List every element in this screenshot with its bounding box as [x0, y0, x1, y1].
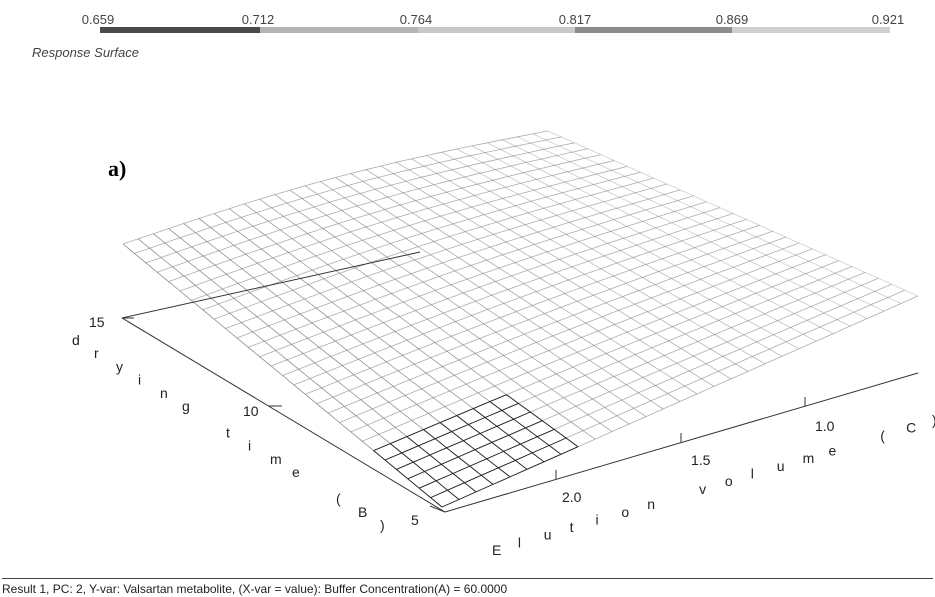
y-axis-title-letter: ) [380, 517, 385, 533]
x-tick-label: 1.0 [815, 418, 835, 434]
y-axis-title-letter: ( [336, 491, 341, 507]
color-legend: 0.659 0.712 0.764 0.817 0.869 0.921 [82, 12, 905, 33]
surface-grid-line [259, 201, 707, 358]
y-axis-title-letter: y [116, 358, 123, 374]
x-axis-title-letter: n [647, 496, 655, 512]
y-axis-title-letter: i [138, 372, 141, 388]
y-axis-title-letter: i [248, 438, 251, 454]
surface-grid-line [547, 130, 919, 297]
surface-grid-line [373, 260, 839, 451]
x-axis-title-letter: o [725, 473, 733, 489]
x-axis-title: El u t i o n v o l u me ( C) [492, 412, 935, 558]
surface-grid-line-dark [419, 428, 555, 489]
legend-segment [260, 27, 418, 33]
y-axis-title-letter: B [358, 504, 367, 520]
surface-grid-line [380, 165, 732, 380]
y-axis-line [121, 317, 446, 513]
surface-grid-line [487, 142, 851, 327]
axes [121, 251, 919, 513]
x-axis-title-letter: u [777, 458, 785, 474]
legend-segment [575, 27, 732, 33]
surface-grid-line [517, 136, 885, 312]
y-tick-mark [429, 505, 446, 513]
chart-title: Response Surface [32, 45, 139, 60]
x-axis-title-letter: l [518, 534, 521, 550]
surface-grid-line-dark [441, 446, 579, 508]
legend-value-label: 0.817 [559, 12, 592, 27]
back-axis-line [121, 251, 421, 319]
x-axis-title-letter: o [621, 504, 629, 520]
surface-grid-line [282, 213, 734, 376]
surface-grid-line [502, 139, 868, 319]
surface-grid-line [339, 242, 800, 423]
surface-grid-line-dark [396, 411, 531, 470]
x-axis-title-letter: l [751, 466, 754, 482]
x-tick-label: 2.0 [562, 489, 582, 505]
surface-grid-line [411, 158, 766, 365]
x-axis-title-letter: v [699, 481, 706, 497]
surface-grid-line [293, 219, 747, 386]
x-axis-title-letter: i [596, 511, 599, 527]
x-tick-label: 1.5 [691, 452, 711, 468]
surface-grid-line-dark [384, 402, 519, 461]
surface-grid-line-dark [407, 420, 543, 480]
surface-grid-line [384, 266, 853, 461]
x-axis-title-letter: ( [880, 427, 885, 443]
x-axis-title-letter: e [829, 443, 837, 459]
surface-mesh [122, 130, 919, 508]
surface-grid-line [395, 161, 749, 372]
y-axis-title-letter: g [182, 398, 190, 414]
y-axis-title-letter: e [292, 464, 300, 480]
y-axis-title-letter: r [94, 345, 99, 361]
y-tick-label: 10 [243, 403, 259, 419]
surface-grid-line [350, 173, 698, 395]
surface-grid-line-dark [373, 394, 507, 452]
legend-value-label: 0.764 [400, 12, 433, 27]
legend-value-label: 0.921 [872, 12, 905, 27]
x-axis-title-letter: t [570, 519, 574, 535]
surface-grid-line [350, 248, 813, 433]
x-axis-line [444, 372, 919, 513]
surface-grid-line [441, 151, 800, 350]
legend-segment [732, 27, 890, 33]
y-axis-title-letter: m [270, 451, 282, 467]
y-axis-title-letter: d [72, 332, 80, 348]
surface-grid-line [456, 148, 817, 342]
legend-value-label: 0.869 [716, 12, 749, 27]
legend-segment [100, 27, 260, 33]
y-tick-label: 5 [411, 512, 419, 528]
x-axis-title-letter: E [492, 542, 501, 558]
surface-grid-line [407, 277, 879, 480]
y-axis-title-letter: t [226, 425, 230, 441]
surface-grid-line [426, 155, 783, 357]
panel-label: a) [108, 156, 126, 181]
x-axis-title-letter: u [544, 527, 552, 543]
surface-grid-line [327, 236, 787, 414]
surface-grid-line [362, 254, 826, 442]
surface-grid-line [316, 230, 773, 405]
surface-grid-line [122, 130, 549, 245]
surface-grid-line [471, 145, 834, 335]
y-axis-title-letter: n [160, 385, 168, 401]
surface-grid-line [305, 224, 760, 395]
legend-value-label: 0.659 [82, 12, 115, 27]
result-footer: Result 1, PC: 2, Y-var: Valsartan metabo… [2, 578, 933, 596]
legend-segment [418, 27, 575, 33]
x-axis-title-letter: ) [932, 412, 935, 428]
surface-grid-line [157, 148, 588, 273]
x-axis-title-letter: m [803, 450, 815, 466]
x-axis-title-letter: C [906, 420, 916, 436]
surface-grid-line [532, 133, 902, 304]
surface-grid-line [365, 169, 715, 387]
legend-value-label: 0.712 [242, 12, 275, 27]
surface-grid-line-dark [430, 437, 567, 499]
y-tick-label: 15 [89, 314, 105, 330]
